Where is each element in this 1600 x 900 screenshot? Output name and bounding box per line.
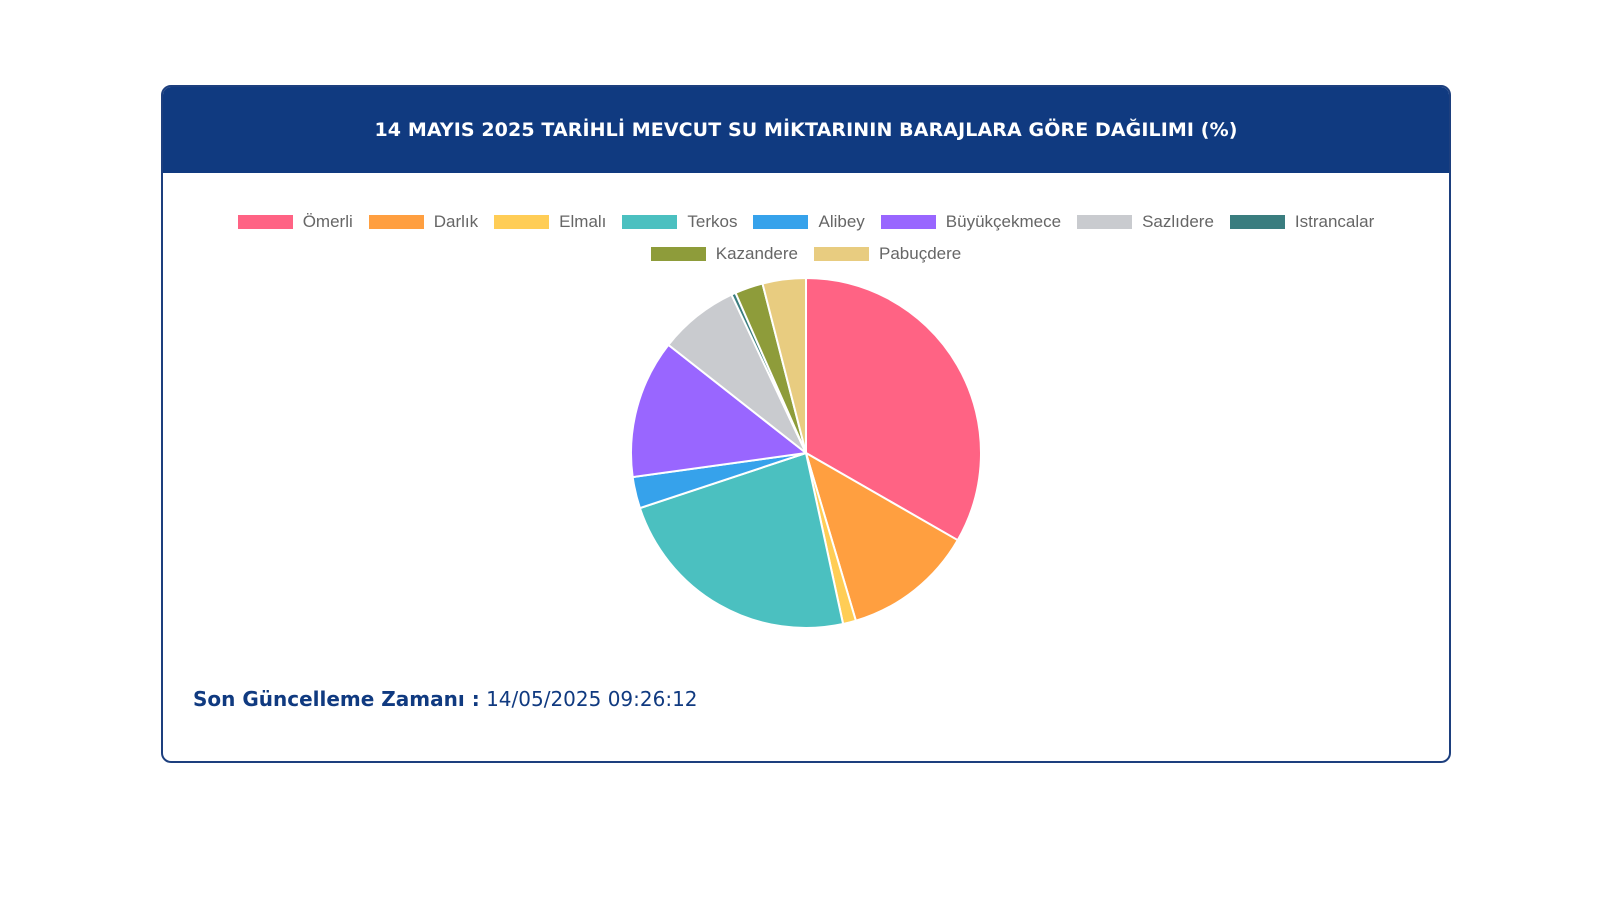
chart-card: 14 MAYIS 2025 TARİHLİ MEVCUT SU MİKTARIN… [161, 85, 1451, 763]
legend-label: Pabuçdere [879, 244, 962, 263]
pie-slice-pabuçdere[interactable] [761, 277, 807, 454]
legend-item[interactable]: Sazlıdere [1077, 210, 1214, 234]
legend-label: Elmalı [559, 212, 607, 231]
legend-label: Ömerli [302, 212, 353, 231]
legend-label: Darlık [433, 212, 479, 231]
legend-item[interactable]: Ömerli [237, 210, 353, 234]
legend-item[interactable]: Darlık [368, 210, 479, 234]
last-updated: Son Güncelleme Zamanı : 14/05/2025 09:26… [193, 687, 698, 711]
last-updated-label: Son Güncelleme Zamanı : [193, 687, 480, 711]
legend-row: Kazandere Pabuçdere [223, 242, 1389, 266]
legend-swatch [1077, 215, 1133, 229]
legend-item[interactable]: Terkos [622, 210, 737, 234]
legend-swatch [880, 215, 936, 229]
chart-title: 14 MAYIS 2025 TARİHLİ MEVCUT SU MİKTARIN… [374, 119, 1238, 141]
legend-swatch [622, 215, 678, 229]
legend-item[interactable]: Istrancalar [1229, 210, 1375, 234]
legend-row: Ömerli Darlık Elmalı Terkos Alibey Büyükçekme… [223, 210, 1389, 234]
legend-item[interactable]: Kazandere [650, 242, 798, 266]
legend-swatch [650, 247, 706, 261]
legend-item[interactable]: Alibey [753, 210, 865, 234]
pie-slice-ömerli[interactable] [805, 277, 982, 542]
legend-label: Sazlıdere [1142, 212, 1214, 231]
legend-label: Terkos [687, 212, 738, 231]
last-updated-value: 14/05/2025 09:26:12 [486, 687, 698, 711]
legend-item[interactable]: Büyükçekmece [880, 210, 1062, 234]
legend-swatch [368, 215, 424, 229]
legend-item[interactable]: Elmalı [494, 210, 606, 234]
card-header: 14 MAYIS 2025 TARİHLİ MEVCUT SU MİKTARIN… [163, 87, 1449, 173]
legend-swatch [753, 215, 809, 229]
legend-swatch [1229, 215, 1285, 229]
legend-label: Istrancalar [1294, 212, 1375, 231]
pie-chart-area [163, 277, 1449, 657]
legend-swatch [814, 247, 869, 261]
legend-label: Alibey [818, 212, 865, 231]
legend-swatch [494, 215, 550, 229]
pie-slice-terkos[interactable] [638, 451, 845, 629]
legend-swatch [237, 215, 293, 229]
pie-chart [630, 277, 982, 629]
legend-label: Büyükçekmece [945, 212, 1062, 231]
pie-slice-büyükçekmece[interactable] [630, 343, 809, 479]
legend-item[interactable]: Pabuçdere [814, 242, 961, 266]
legend-label: Kazandere [715, 244, 798, 263]
chart-legend: Ömerli Darlık Elmalı Terkos Alibey Büyükçekme… [163, 210, 1449, 266]
